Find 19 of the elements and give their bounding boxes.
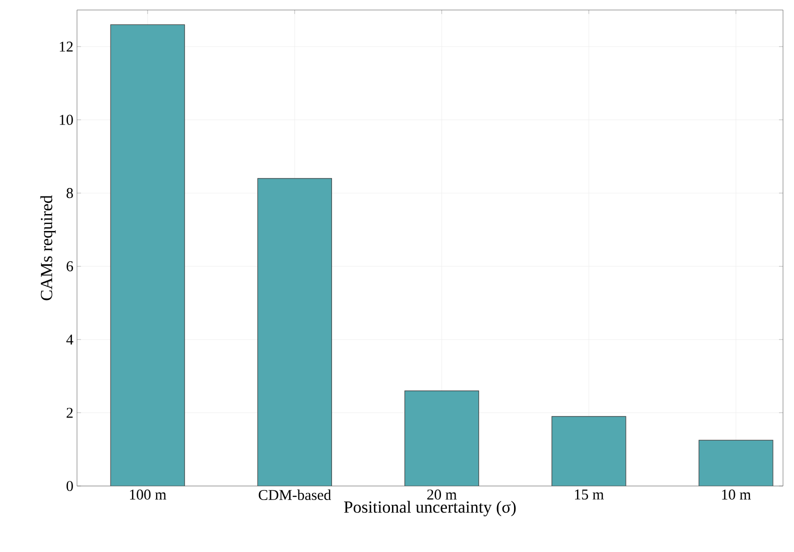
bar xyxy=(552,416,626,486)
y-tick-label: 10 xyxy=(60,114,73,125)
x-axis-title: Positional uncertainty (σ) xyxy=(344,500,516,516)
y-tick-label: 0 xyxy=(66,480,73,492)
bar xyxy=(257,178,332,486)
x-tick-label: 15 m xyxy=(575,490,604,500)
y-tick-label: 6 xyxy=(66,261,74,272)
x-tick-label: 20 m xyxy=(427,490,457,500)
bar xyxy=(110,24,185,486)
y-tick-label: 12 xyxy=(60,42,73,52)
x-tick-label: CDM-based xyxy=(258,490,332,500)
bar xyxy=(698,440,774,486)
bar xyxy=(404,390,480,486)
x-tick-label: 100 m xyxy=(130,490,166,500)
y-tick-label: 4 xyxy=(66,334,74,344)
x-tick-label: 10 m xyxy=(722,490,751,500)
y-tick-label: 2 xyxy=(66,408,73,418)
y-axis-title: CAMs required xyxy=(40,195,56,300)
y-tick-label: 8 xyxy=(66,188,73,198)
